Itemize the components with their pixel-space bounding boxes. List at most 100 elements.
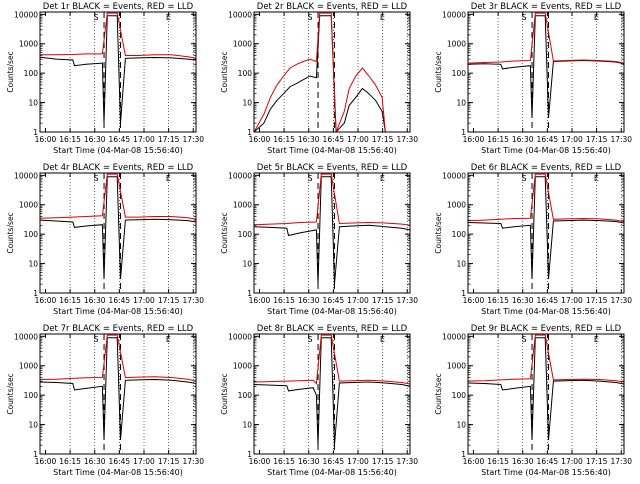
y-tick-label: 10000	[228, 171, 252, 180]
flag-label-e: E	[166, 13, 171, 22]
y-tick-label: 1	[247, 128, 252, 137]
y-tick-label: 1	[461, 450, 466, 459]
y-tick-label: 10	[28, 99, 38, 108]
y-tick-label: 100	[452, 69, 467, 78]
flag-label-e: E	[380, 13, 385, 22]
series-line-events	[40, 337, 196, 441]
x-tick-label: 16:15	[487, 135, 509, 144]
x-tick-label: 17:00	[133, 296, 155, 305]
x-tick-label: 16:30	[298, 457, 320, 466]
y-tick-label: 1000	[447, 362, 466, 371]
y-tick-label: 10	[456, 421, 466, 430]
y-tick-label: 10	[28, 260, 38, 269]
flag-label-s: S	[522, 174, 527, 183]
y-tick-label: 1	[33, 289, 38, 298]
plot-area	[254, 334, 410, 454]
y-axis-label: Counts/sec	[6, 51, 15, 92]
panel-title: Det 5r BLACK = Events, RED = LLD	[257, 163, 408, 173]
series-line-events	[468, 15, 624, 119]
x-tick-label: 16:15	[273, 296, 295, 305]
x-tick-label: 17:00	[347, 296, 369, 305]
x-tick-label: 16:00	[463, 135, 485, 144]
flag-label-s: S	[94, 13, 99, 22]
x-axis-label: Start Time (04-Mar-08 15:56:40)	[267, 307, 397, 316]
y-tick-label: 100	[24, 69, 39, 78]
panel-title: Det 9r BLACK = Events, RED = LLD	[471, 324, 622, 334]
x-tick-label: 17:30	[396, 457, 418, 466]
x-tick-label: 16:45	[537, 135, 559, 144]
y-axis-label: Counts/sec	[6, 373, 15, 414]
detector-panel-8: Det 8r BLACK = Events, RED = LLD Start Ti…	[220, 324, 418, 477]
y-tick-label: 1000	[233, 40, 252, 49]
plot-area	[40, 12, 196, 132]
x-tick-label: 16:00	[35, 135, 57, 144]
x-tick-label: 17:30	[610, 296, 632, 305]
y-tick-label: 10	[28, 421, 38, 430]
y-tick-label: 10000	[14, 171, 38, 180]
series-line-lld	[254, 173, 410, 226]
y-tick-label: 1000	[19, 362, 38, 371]
x-tick-label: 17:00	[133, 135, 155, 144]
x-tick-label: 16:15	[59, 135, 81, 144]
detector-panel-4: Det 4r BLACK = Events, RED = LLD Start Ti…	[6, 163, 204, 316]
x-tick-label: 17:30	[610, 135, 632, 144]
series-line-events	[40, 15, 196, 124]
x-tick-label: 17:00	[561, 296, 583, 305]
flag-label-e: E	[380, 174, 385, 183]
y-tick-label: 100	[24, 230, 39, 239]
y-axis-label: Counts/sec	[220, 373, 229, 414]
x-tick-label: 16:30	[512, 296, 534, 305]
flag-label-e: E	[594, 174, 599, 183]
y-tick-label: 100	[452, 391, 467, 400]
flag-label-e: E	[166, 335, 171, 344]
x-tick-label: 17:15	[158, 457, 180, 466]
series-line-lld	[40, 12, 196, 59]
x-tick-label: 17:15	[158, 296, 180, 305]
x-tick-label: 17:30	[182, 457, 204, 466]
x-tick-label: 16:45	[323, 135, 345, 144]
series-line-lld	[254, 334, 410, 385]
panel-title: Det 2r BLACK = Events, RED = LLD	[257, 2, 408, 12]
detector-panel-3: Det 3r BLACK = Events, RED = LLD Start Ti…	[434, 2, 632, 155]
x-tick-label: 16:15	[59, 457, 81, 466]
y-tick-label: 10000	[442, 171, 466, 180]
y-tick-label: 1	[461, 128, 466, 137]
plot-area	[468, 173, 624, 293]
y-tick-label: 1000	[233, 362, 252, 371]
series-line-lld	[468, 334, 624, 383]
y-tick-label: 10	[242, 99, 252, 108]
y-tick-label: 100	[238, 230, 253, 239]
detector-panel-7: Det 7r BLACK = Events, RED = LLD Start Ti…	[6, 324, 204, 477]
x-tick-label: 17:00	[561, 457, 583, 466]
x-tick-label: 16:00	[463, 296, 485, 305]
series-line-events	[468, 337, 624, 441]
detector-panel-6: Det 6r BLACK = Events, RED = LLD Start Ti…	[434, 163, 632, 316]
panel-title: Det 7r BLACK = Events, RED = LLD	[43, 324, 194, 334]
x-tick-label: 16:30	[298, 135, 320, 144]
x-tick-label: 17:15	[158, 135, 180, 144]
plot-frame	[39, 172, 197, 294]
flag-label-e: E	[594, 335, 599, 344]
y-tick-label: 100	[238, 69, 253, 78]
y-tick-label: 100	[452, 230, 467, 239]
series-line-lld	[40, 173, 196, 220]
y-tick-label: 10000	[14, 332, 38, 341]
y-axis-label: Counts/sec	[6, 212, 15, 253]
y-tick-label: 10	[456, 260, 466, 269]
series-line-lld	[254, 12, 386, 132]
series-line-events	[254, 176, 410, 285]
y-tick-label: 1000	[19, 201, 38, 210]
x-tick-label: 16:30	[84, 457, 106, 466]
x-tick-label: 17:15	[372, 457, 394, 466]
x-axis-label: Start Time (04-Mar-08 15:56:40)	[481, 146, 611, 155]
y-tick-label: 1000	[447, 201, 466, 210]
series-line-lld	[468, 12, 624, 64]
x-tick-label: 16:30	[84, 135, 106, 144]
y-tick-label: 10	[456, 99, 466, 108]
x-tick-label: 16:15	[273, 135, 295, 144]
x-axis-label: Start Time (04-Mar-08 15:56:40)	[481, 468, 611, 477]
plot-area	[468, 334, 624, 454]
y-tick-label: 1	[247, 450, 252, 459]
